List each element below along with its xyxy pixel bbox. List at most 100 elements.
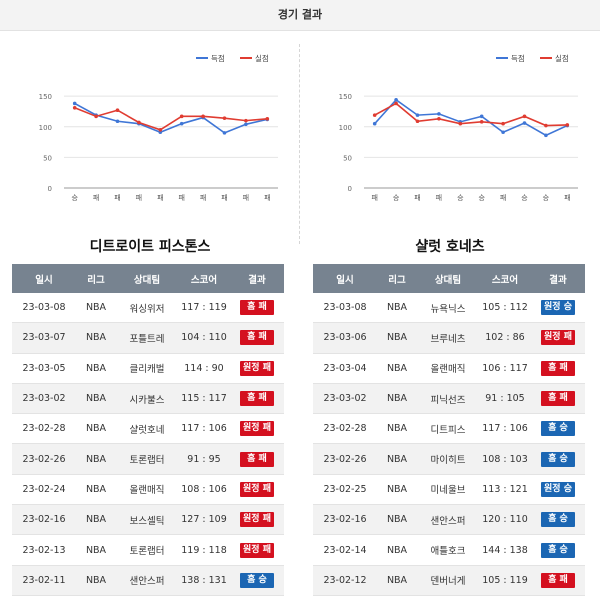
data-point xyxy=(565,123,570,127)
x-tick-label: 패 xyxy=(436,193,442,202)
cell-opponent: 클리캐벌 xyxy=(116,353,178,384)
x-tick-label: 패 xyxy=(264,193,270,202)
y-tick-label: 100 xyxy=(39,124,52,132)
series-line-conceded xyxy=(74,107,268,131)
cell-result: 원정 승 xyxy=(531,293,585,324)
series-line-scored xyxy=(374,98,568,137)
cell-opponent: 샌안스퍼 xyxy=(417,504,479,536)
cell-score: 127 : 109 xyxy=(178,504,230,536)
data-point xyxy=(137,120,141,125)
cell-opponent: 디트피스 xyxy=(417,413,479,445)
data-point xyxy=(94,114,98,119)
table-row: 23-02-28 NBA 디트피스 117 : 106 홈 승 xyxy=(313,413,585,445)
header-result: 결과 xyxy=(531,264,585,293)
cell-league: NBA xyxy=(76,322,116,354)
data-point xyxy=(415,113,420,117)
cell-result: 홈 승 xyxy=(230,565,284,596)
cell-opponent: 샌안스퍼 xyxy=(116,565,178,596)
cell-league: NBA xyxy=(76,293,116,324)
cell-date: 23-03-05 xyxy=(12,353,76,384)
x-tick-label: 패 xyxy=(371,193,377,202)
header-league: 리그 xyxy=(76,264,116,293)
team-name-charlotte: 샬럿 호네츠 xyxy=(415,239,485,255)
series-line-conceded xyxy=(374,102,568,127)
cell-result: 원정 패 xyxy=(230,504,284,536)
data-point xyxy=(179,114,184,119)
cell-result: 홈 패 xyxy=(230,383,284,415)
cell-opponent: 샬럿호네 xyxy=(116,413,178,445)
result-badge: 홈 패 xyxy=(541,360,575,376)
cell-date: 23-02-12 xyxy=(313,565,377,596)
cell-date: 23-03-04 xyxy=(313,353,377,384)
column-divider xyxy=(299,44,300,244)
cell-opponent: 포틀트레 xyxy=(116,322,178,354)
x-tick-label: 패 xyxy=(564,193,570,202)
cell-date: 23-02-16 xyxy=(313,504,377,536)
data-point xyxy=(265,116,270,121)
page-header: 경기 결과 xyxy=(0,0,600,31)
cell-result: 원정 패 xyxy=(230,353,284,384)
cell-score: 114 : 90 xyxy=(178,353,230,384)
result-badge: 홈 패 xyxy=(541,391,575,407)
result-badge: 홈 승 xyxy=(240,572,274,588)
data-point xyxy=(72,101,77,106)
cell-date: 23-03-06 xyxy=(313,322,377,354)
cell-score: 115 : 117 xyxy=(178,383,230,415)
cell-date: 23-03-08 xyxy=(313,293,377,324)
cell-league: NBA xyxy=(76,534,116,566)
x-tick-label: 승 xyxy=(521,194,528,202)
table-row: 23-03-05 NBA 클리캐벌 114 : 90 원정 패 xyxy=(12,353,284,384)
cell-score: 106 : 117 xyxy=(479,353,531,384)
cell-score: 119 : 118 xyxy=(178,534,230,566)
data-point xyxy=(158,128,163,132)
table-row: 23-02-16 NBA 샌안스퍼 120 : 110 홈 승 xyxy=(313,504,585,536)
table-row: 23-03-04 NBA 올랜매직 106 : 117 홈 패 xyxy=(313,353,585,384)
table-row: 23-02-28 NBA 샬럿호네 117 : 106 원정 패 xyxy=(12,413,284,445)
table-row: 23-02-26 NBA 마이히트 108 : 103 홈 승 xyxy=(313,443,585,475)
legend-label-conceded: 실점 xyxy=(255,53,269,63)
table-row: 23-02-11 NBA 샌안스퍼 138 : 131 홈 승 xyxy=(12,565,284,596)
result-badge: 원정 패 xyxy=(541,330,575,346)
cell-result: 홈 패 xyxy=(531,353,585,384)
table-row: 23-02-26 NBA 토론랩터 91 : 95 홈 패 xyxy=(12,443,284,475)
cell-league: NBA xyxy=(377,474,417,506)
cell-opponent: 뉴욕닉스 xyxy=(417,293,479,324)
cell-opponent: 애틀호크 xyxy=(417,534,479,566)
cell-opponent: 마이히트 xyxy=(417,443,479,475)
table-row: 23-02-16 NBA 보스셀틱 127 : 109 원정 패 xyxy=(12,504,284,536)
cell-result: 홈 승 xyxy=(531,413,585,445)
x-tick-label: 패 xyxy=(243,193,249,202)
y-tick-label: 150 xyxy=(339,93,352,101)
result-badge: 홈 패 xyxy=(240,300,274,316)
data-point xyxy=(501,130,505,135)
cell-score: 105 : 112 xyxy=(479,293,531,324)
table-row: 23-03-08 NBA 뉴욕닉스 105 : 112 원정 승 xyxy=(313,293,585,324)
cell-result: 원정 패 xyxy=(230,413,284,445)
data-point xyxy=(394,101,398,106)
cell-date: 23-02-28 xyxy=(313,413,377,445)
cell-score: 117 : 106 xyxy=(479,413,531,445)
data-point xyxy=(544,123,548,128)
data-point xyxy=(415,119,420,124)
data-point xyxy=(544,133,548,138)
result-badge: 홈 패 xyxy=(240,330,274,346)
cell-opponent: 미네울브 xyxy=(417,474,479,506)
table-row: 23-02-13 NBA 토론랩터 119 : 118 원정 패 xyxy=(12,534,284,566)
x-tick-label: 승 xyxy=(457,194,464,202)
table-row: 23-03-07 NBA 포틀트레 104 : 110 홈 패 xyxy=(12,322,284,354)
data-point xyxy=(115,119,120,124)
cell-date: 23-03-02 xyxy=(313,383,377,415)
result-badge: 원정 패 xyxy=(240,512,274,528)
y-tick-label: 0 xyxy=(348,185,352,193)
page-title: 경기 결과 xyxy=(277,8,323,21)
cell-date: 23-03-07 xyxy=(12,322,76,354)
cell-date: 23-02-14 xyxy=(313,534,377,566)
data-point xyxy=(372,121,377,126)
data-point xyxy=(501,121,505,126)
header-opponent: 상대팀 xyxy=(116,264,178,293)
cell-opponent: 브루네츠 xyxy=(417,322,479,354)
x-tick-label: 패 xyxy=(114,193,120,202)
data-point xyxy=(222,131,227,135)
table-header-row: 일시 리그 상대팀 스코어 결과 xyxy=(313,264,585,293)
x-tick-label: 패 xyxy=(500,193,506,202)
